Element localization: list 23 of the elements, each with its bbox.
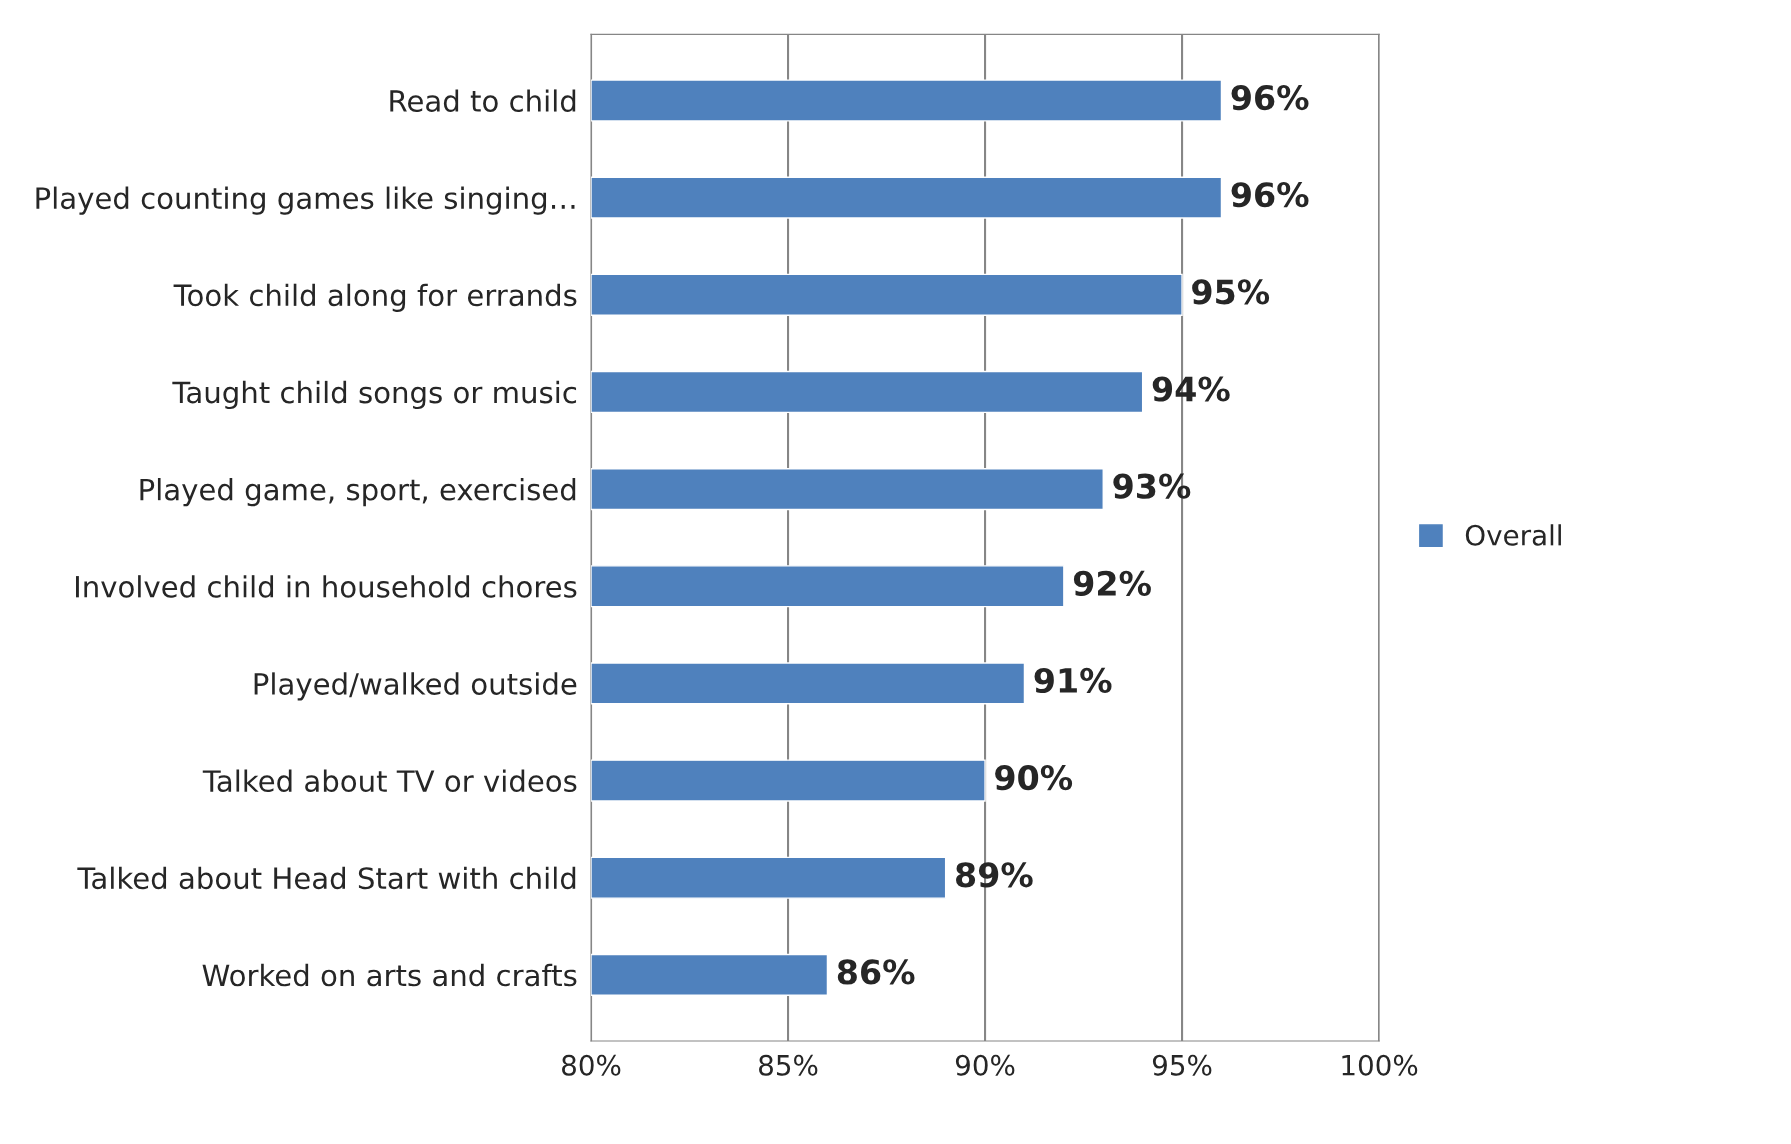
text: 86% bbox=[837, 959, 915, 985]
legend-label: Overall bbox=[1465, 524, 1561, 546]
x-tick-label: 90% bbox=[955, 1054, 1015, 1076]
text: 91% bbox=[1034, 667, 1112, 694]
text: 90% bbox=[995, 765, 1073, 791]
x-tick-label: 95% bbox=[1152, 1054, 1212, 1076]
y-tick-label: Talked about TV or videos bbox=[202, 769, 577, 793]
text: 95% bbox=[1192, 279, 1270, 305]
y-tick-label: Involved child in household chores bbox=[76, 575, 577, 598]
text: 96% bbox=[1231, 182, 1309, 208]
y-tick-label: Played counting games like singing… bbox=[36, 186, 575, 215]
y-tick-label: Taught child songs or music bbox=[172, 380, 577, 410]
y-tick-label: Worked on arts and crafts bbox=[202, 963, 577, 987]
x-tick-label: 80% bbox=[562, 1054, 621, 1076]
y-tick-label: Read to child bbox=[390, 89, 576, 112]
text: 96% bbox=[1231, 84, 1309, 111]
y-tick-label: Played game, sport, exercised bbox=[140, 478, 576, 507]
x-tick-label: 85% bbox=[759, 1054, 818, 1076]
text: 92% bbox=[1073, 570, 1151, 596]
y-tick-label: Talked about Head Start with child bbox=[77, 866, 576, 890]
x-tick-label: 100% bbox=[1342, 1054, 1418, 1076]
y-tick-label: Played/walked outside bbox=[254, 672, 577, 701]
y-tick-label: Took child along for errands bbox=[173, 283, 577, 312]
